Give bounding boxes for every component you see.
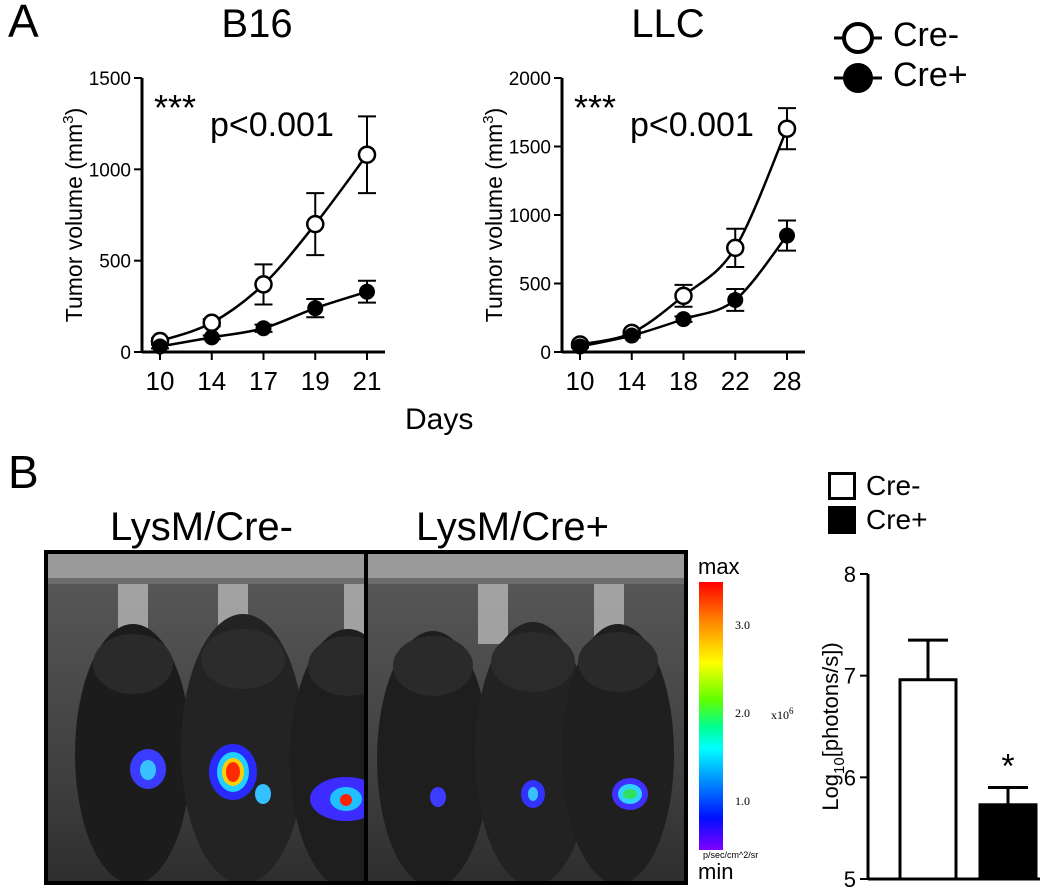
data-point-cre-plus — [255, 320, 272, 337]
x-axis-label-days: Days — [405, 403, 474, 436]
significance-stars: *** — [154, 87, 196, 128]
y-tick-label: 2000 — [509, 69, 551, 90]
colorbar-multiplier: x106 — [771, 706, 794, 722]
mice-illustration-cre-plus — [368, 554, 684, 881]
y-axis-label: Tumor volume (mm3) — [60, 108, 87, 323]
bar-cre-minus — [898, 678, 958, 881]
data-point-cre-plus — [359, 283, 375, 300]
y-tick-label: 500 — [99, 252, 131, 273]
data-point-cre-plus — [675, 311, 692, 328]
data-point-cre-minus — [254, 275, 273, 294]
y-axis-label: Tumor volume (mm3) — [480, 108, 507, 323]
significance-stars: *** — [574, 87, 616, 128]
data-point-cre-plus — [152, 338, 168, 355]
mice-illustration-cre-minus — [48, 554, 370, 881]
legend-marker-cre-minus — [842, 22, 874, 54]
series-line-cre-minus — [159, 153, 369, 343]
x-tick-label: 22 — [721, 366, 750, 396]
colorbar-min-label: min — [698, 859, 734, 884]
imaging-photo-cre-minus — [44, 550, 374, 885]
colorbar-unit: p/sec/cm^2/sr — [703, 850, 759, 860]
x-tick-label: 21 — [353, 366, 382, 396]
y-tick-label: 500 — [519, 275, 551, 296]
legend-b-label-cre-plus: Cre+ — [866, 504, 928, 535]
x-tick-label: 19 — [301, 366, 330, 396]
legend-b-label-cre-minus: Cre- — [866, 470, 921, 501]
y-tick-label: 5 — [844, 867, 856, 890]
legend-b-swatch-cre-minus — [828, 472, 856, 500]
panel-b-letter: B — [8, 446, 39, 498]
data-point-cre-plus — [307, 300, 324, 317]
photo-label-cre-plus: LysM/Cre+ — [416, 505, 610, 549]
data-point-cre-plus — [203, 329, 220, 346]
y-tick-label: 0 — [120, 343, 131, 364]
legend-a — [834, 22, 882, 93]
x-tick-label: 10 — [566, 366, 595, 396]
tumor-volume-chart-llc: 0 500 1000 1500 2000 10 14 18 22 28 Tumor volume (… — [480, 69, 805, 396]
legend-b-swatch-cre-plus — [828, 506, 856, 534]
x-tick-label: 17 — [249, 366, 278, 396]
data-point-cre-plus — [572, 338, 588, 355]
x-tick-label: 18 — [669, 366, 698, 396]
photo-label-cre-minus: LysM/Cre- — [110, 505, 293, 549]
p-value-annotation: p<0.001 — [630, 106, 754, 144]
data-point-cre-minus — [306, 214, 325, 234]
tumor-volume-chart-b16: 0 500 1000 1500 10 14 17 19 21 Tumor volume (mm3)… — [60, 69, 385, 396]
y-tick-label: 6 — [844, 765, 856, 790]
bar-cre-plus — [978, 803, 1038, 881]
chart-title-llc: LLC — [631, 2, 705, 46]
y-tick-label: 1000 — [509, 206, 551, 227]
legend-label-cre-plus: Cre+ — [893, 56, 968, 94]
colorbar-panel: max 3.0 2.0 x106 1.0 p/sec/cm^2/sr min — [695, 550, 805, 885]
y-tick-label: 1500 — [509, 138, 551, 159]
colorbar-max-label: max — [698, 554, 740, 579]
y-tick-label: 0 — [540, 343, 551, 364]
data-point-cre-plus — [727, 291, 744, 308]
data-point-cre-plus — [779, 227, 795, 244]
x-tick-label: 14 — [197, 366, 226, 396]
data-point-cre-minus — [674, 286, 693, 306]
colorbar-tick-3: 3.0 — [735, 618, 750, 632]
photon-flux-bar-chart: 5 6 7 8 Log10[photons/s]) * — [818, 562, 1040, 890]
imaging-photo-cre-plus — [364, 550, 688, 885]
y-tick-label: 7 — [844, 664, 856, 689]
data-point-cre-minus — [357, 145, 377, 164]
y-tick-label: 8 — [844, 562, 856, 587]
chart-title-b16: B16 — [221, 2, 293, 46]
x-tick-label: 28 — [773, 366, 802, 396]
signal-spot — [430, 787, 446, 807]
p-value-annotation: p<0.001 — [210, 106, 334, 144]
y-axis-label: Log10[photons/s]) — [818, 642, 848, 810]
colorbar-tick-2: 2.0 — [735, 706, 750, 720]
x-tick-label: 10 — [146, 366, 175, 396]
data-point-cre-minus — [777, 119, 797, 138]
panel-a-letter: A — [8, 0, 39, 47]
legend-label-cre-minus: Cre- — [893, 16, 960, 54]
data-point-cre-minus — [202, 313, 221, 333]
y-tick-label: 1000 — [89, 160, 131, 181]
colorbar-gradient — [699, 582, 723, 850]
y-tick-label: 1500 — [89, 69, 131, 90]
legend-marker-cre-plus — [843, 63, 873, 93]
colorbar-tick-1: 1.0 — [735, 794, 750, 808]
x-tick-label: 14 — [617, 366, 646, 396]
data-point-cre-minus — [726, 238, 745, 258]
data-point-cre-plus — [623, 327, 640, 344]
significance-star: * — [1001, 748, 1014, 786]
